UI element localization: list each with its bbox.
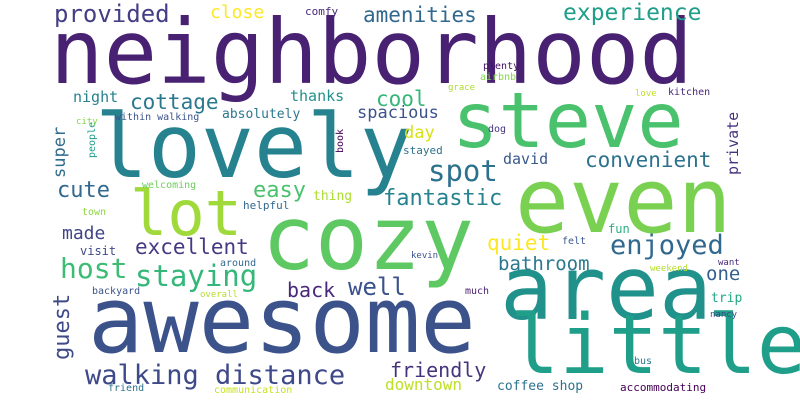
word-book: book <box>335 128 346 153</box>
word-within-walking: within walking <box>115 112 200 123</box>
word-trip: trip <box>711 291 743 306</box>
word-absolutely: absolutely <box>222 107 301 122</box>
word-guest: guest <box>50 293 75 360</box>
word-kevin: kevin <box>411 251 439 261</box>
word-communication: communication <box>214 385 293 396</box>
word-overall: overall <box>200 290 238 300</box>
word-fun: fun <box>608 222 630 236</box>
word-spacious: spacious <box>357 103 439 123</box>
word-comfy: comfy <box>305 5 339 18</box>
word-enjoyed: enjoyed <box>610 230 724 261</box>
word-love: love <box>635 89 657 99</box>
word-plenty: plenty <box>483 61 520 72</box>
word-walking-distance: walking distance <box>85 360 346 391</box>
word-easy: easy <box>253 178 306 203</box>
word-awesome: awesome <box>88 267 476 374</box>
word-grace: grace <box>448 83 476 93</box>
word-dog: dog <box>488 124 507 135</box>
word-convenient: convenient <box>585 148 712 172</box>
word-super: super <box>50 126 70 178</box>
word-welcoming: welcoming <box>142 180 197 191</box>
word-night: night <box>73 88 119 106</box>
word-city: city <box>76 117 98 127</box>
word-david: david <box>503 150 549 168</box>
word-bathroom: bathroom <box>498 253 590 275</box>
word-area: area <box>500 237 712 340</box>
word-cottage: cottage <box>130 90 219 114</box>
word-kitchen: kitchen <box>668 87 711 98</box>
word-cozy: cozy <box>262 187 474 290</box>
word-back: back <box>287 278 336 302</box>
word-close: close <box>210 2 265 23</box>
word-downtown: downtown <box>385 375 463 394</box>
word-cool: cool <box>376 87 427 111</box>
word-thanks: thanks <box>290 87 345 105</box>
word-excellent: excellent <box>135 235 249 259</box>
word-bus: bus <box>634 356 653 367</box>
word-steve: steve <box>452 77 684 166</box>
word-much: much <box>465 286 490 297</box>
word-fantastic: fantastic <box>383 186 503 211</box>
word-accommodating: accommodating <box>620 381 707 394</box>
word-host: host <box>60 252 128 285</box>
word-experience: experience <box>563 0 702 26</box>
word-well: well <box>348 273 406 301</box>
word-made: made <box>62 223 106 244</box>
word-people: people <box>87 121 98 158</box>
word-friendly: friendly <box>390 358 487 382</box>
word-coffee-shop: coffee shop <box>497 379 584 394</box>
word-cute: cute <box>57 178 110 203</box>
word-backyard: backyard <box>92 286 141 297</box>
word-one: one <box>706 263 741 285</box>
word-around: around <box>220 258 257 269</box>
word-lovely: lovely <box>95 95 413 198</box>
word-little: little <box>510 298 800 393</box>
word-thing: thing <box>313 189 353 204</box>
word-provided: provided <box>54 0 170 28</box>
word-amenities: amenities <box>363 3 477 27</box>
word-lot: lot <box>130 177 242 250</box>
word-even: even <box>515 149 732 254</box>
word-neighborhood: neighborhood <box>50 0 693 104</box>
word-town: town <box>82 207 107 218</box>
word-want: want <box>718 258 740 268</box>
word-friend: friend <box>108 383 145 394</box>
word-nancy: nancy <box>710 310 738 320</box>
word-helpful: helpful <box>243 199 290 212</box>
word-spot: spot <box>428 154 498 188</box>
word-felt: felt <box>562 236 587 247</box>
word-quiet: quiet <box>487 231 551 255</box>
word-visit: visit <box>80 244 117 258</box>
word-private: private <box>724 111 742 175</box>
word-day: day <box>404 123 435 143</box>
word-weekend: weekend <box>650 264 688 274</box>
word-staying: staying <box>135 259 258 293</box>
word-airbnb: airbnb <box>480 72 517 83</box>
word-stayed: stayed <box>403 144 443 157</box>
